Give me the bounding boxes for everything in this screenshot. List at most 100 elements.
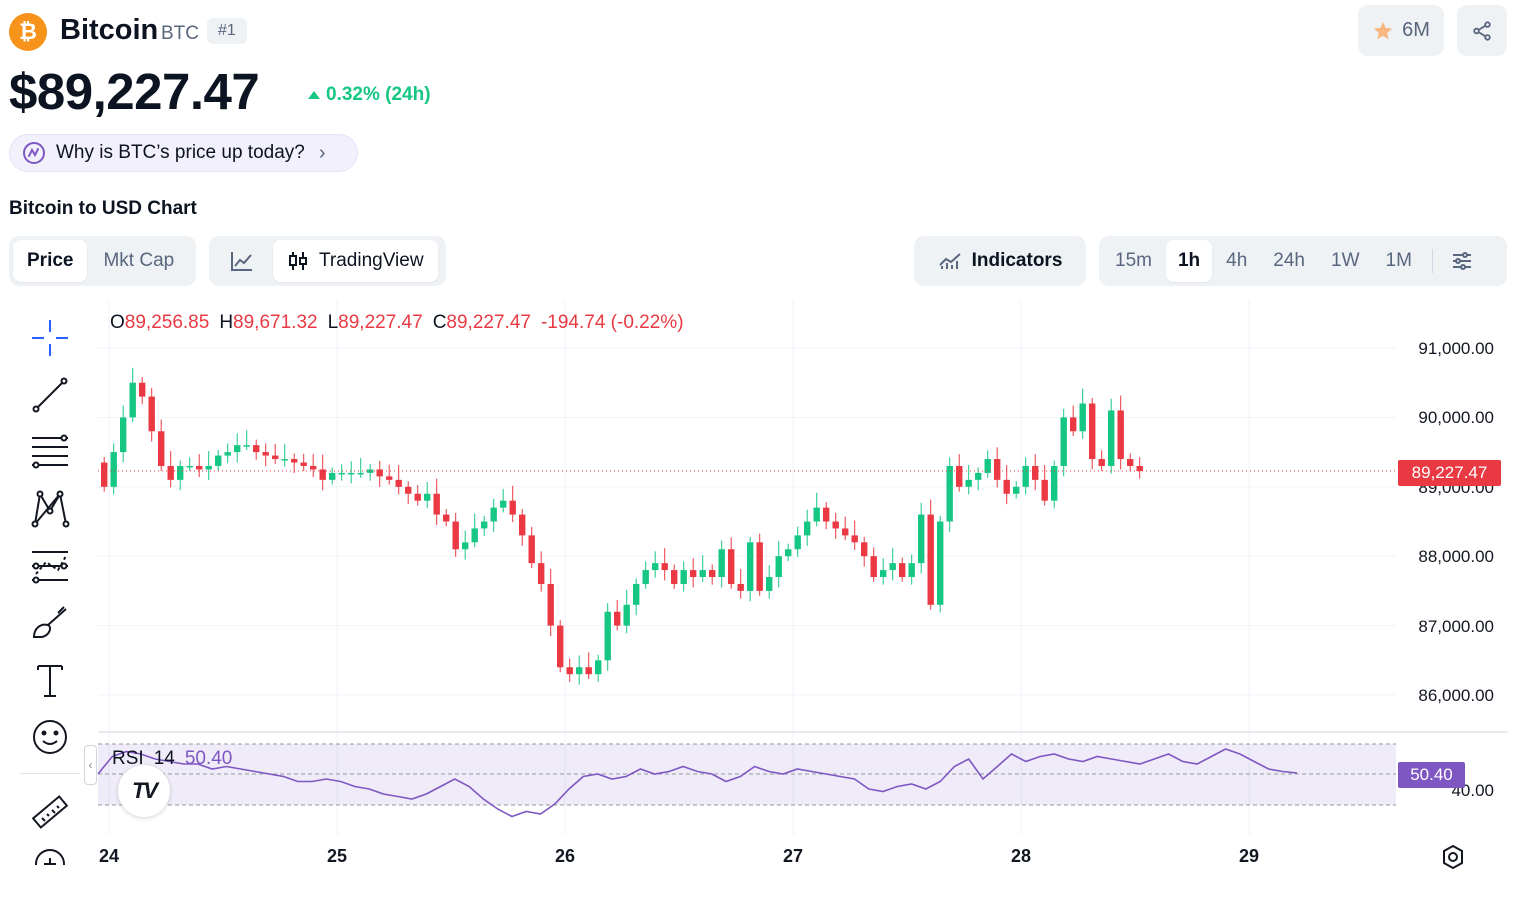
candle-body: [566, 667, 573, 675]
rsi-line: [97, 748, 1298, 818]
candle-body: [319, 469, 326, 480]
candle-body: [1022, 465, 1029, 487]
crosshair-tool[interactable]: [30, 318, 70, 358]
candle-body: [148, 396, 155, 432]
y-tick-label: 90,000.00: [1418, 408, 1494, 427]
brush-tool[interactable]: [30, 603, 70, 643]
x-tick-label: 24: [99, 846, 120, 866]
arrow-up-icon: [308, 91, 320, 99]
candle-body: [889, 563, 896, 571]
candle-body: [1051, 465, 1058, 501]
candle-body: [794, 535, 801, 550]
candle-body: [756, 542, 763, 591]
prediction-tool[interactable]: [30, 546, 70, 586]
y-tick-label: 91,000.00: [1418, 339, 1494, 358]
pattern-tool[interactable]: [30, 489, 70, 529]
candlestick-series: [101, 367, 1143, 685]
tradingview-logo[interactable]: TV: [118, 765, 170, 817]
share-button[interactable]: [1457, 5, 1507, 56]
candle-body: [139, 382, 146, 397]
chart-settings-gear[interactable]: [1440, 844, 1466, 875]
tf-1h[interactable]: 1h: [1165, 240, 1213, 282]
chevron-right-icon: ›: [318, 141, 326, 164]
measure-tool[interactable]: [30, 792, 70, 832]
candle-body: [490, 507, 497, 522]
tf-1w[interactable]: 1W: [1331, 250, 1360, 271]
tab-mkt-cap[interactable]: Mkt Cap: [103, 250, 175, 271]
candle-body: [747, 542, 754, 591]
star-icon: [1373, 21, 1393, 39]
ohlc-high: H89,671.32: [219, 312, 318, 333]
candle-body: [766, 577, 773, 591]
candle-body: [975, 472, 982, 480]
pattern-icon: [31, 490, 70, 528]
zoom-in-tool[interactable]: [30, 845, 70, 865]
candle-body: [376, 469, 383, 477]
fib-retracement-tool[interactable]: [30, 432, 70, 472]
candle-body: [709, 570, 716, 578]
chart-title: Bitcoin to USD Chart: [9, 198, 197, 219]
watchlist-button[interactable]: 6M: [1358, 5, 1444, 56]
text-tool[interactable]: [30, 660, 70, 700]
candle-body: [462, 542, 469, 550]
candle-body: [728, 549, 735, 584]
tf-4h[interactable]: 4h: [1226, 250, 1248, 271]
candle-body: [509, 500, 516, 515]
candle-body: [861, 542, 868, 557]
candle-body: [110, 452, 117, 487]
tf-1m[interactable]: 1M: [1385, 250, 1412, 271]
candle-body: [205, 465, 212, 470]
candle-body: [956, 465, 963, 487]
candle-body: [927, 514, 934, 605]
candle-body: [433, 493, 440, 515]
candlestick-icon: [289, 252, 307, 270]
trend-line-icon: [32, 377, 68, 413]
candle-body: [671, 570, 678, 584]
candle-body: [243, 445, 250, 447]
chart-settings-button[interactable]: [1441, 240, 1483, 282]
candle-body: [1098, 459, 1105, 466]
candle-body: [395, 479, 402, 487]
toolbar-divider: [20, 773, 80, 774]
ohlc-close: C89,227.47: [432, 312, 531, 333]
candle-body: [1108, 410, 1115, 466]
tf-15m[interactable]: 15m: [1115, 250, 1152, 271]
candle-body: [994, 459, 1001, 480]
candle-body: [623, 604, 630, 626]
candle-body: [348, 472, 355, 475]
candle-body: [899, 563, 906, 578]
tradingview-button[interactable]: TradingView: [273, 240, 438, 282]
candle-body: [234, 445, 241, 453]
timeframe-tabs: 15m 1h 4h 24h 1W 1M: [1099, 236, 1507, 286]
text-icon: [37, 665, 63, 697]
emoji-tool[interactable]: [30, 717, 70, 757]
ohlc-open: O89,256.85: [110, 312, 210, 333]
watchlist-count: 6M: [1402, 19, 1430, 41]
rsi-band: [98, 743, 1396, 806]
x-tick-label: 25: [327, 846, 348, 866]
forecast-icon: [32, 551, 68, 584]
price-chart[interactable]: [0, 295, 1536, 875]
candle-body: [262, 452, 269, 456]
candle-body: [699, 570, 706, 578]
candle-body: [718, 549, 725, 578]
candle-body: [186, 465, 193, 468]
why-price-up-button[interactable]: Why is BTC’s price up today? ›: [9, 134, 358, 172]
ai-spark-icon: [23, 142, 45, 164]
collapse-pane-button[interactable]: ‹: [84, 745, 97, 785]
why-price-up-label: Why is BTC’s price up today?: [56, 142, 305, 163]
indicators-button[interactable]: Indicators: [914, 236, 1086, 286]
smiley-icon: [33, 720, 67, 754]
candle-body: [167, 465, 174, 480]
candle-body: [1060, 417, 1067, 466]
candle-body: [547, 583, 554, 626]
trend-line-tool[interactable]: [30, 375, 70, 415]
x-tick-label: 27: [783, 846, 804, 866]
candle-body: [1117, 410, 1124, 460]
tf-24h[interactable]: 24h: [1273, 250, 1305, 271]
candle-body: [804, 521, 811, 536]
candle-body: [661, 563, 668, 571]
candle-body: [680, 570, 687, 584]
line-chart-button[interactable]: [213, 240, 271, 282]
tab-price[interactable]: Price: [13, 240, 88, 282]
